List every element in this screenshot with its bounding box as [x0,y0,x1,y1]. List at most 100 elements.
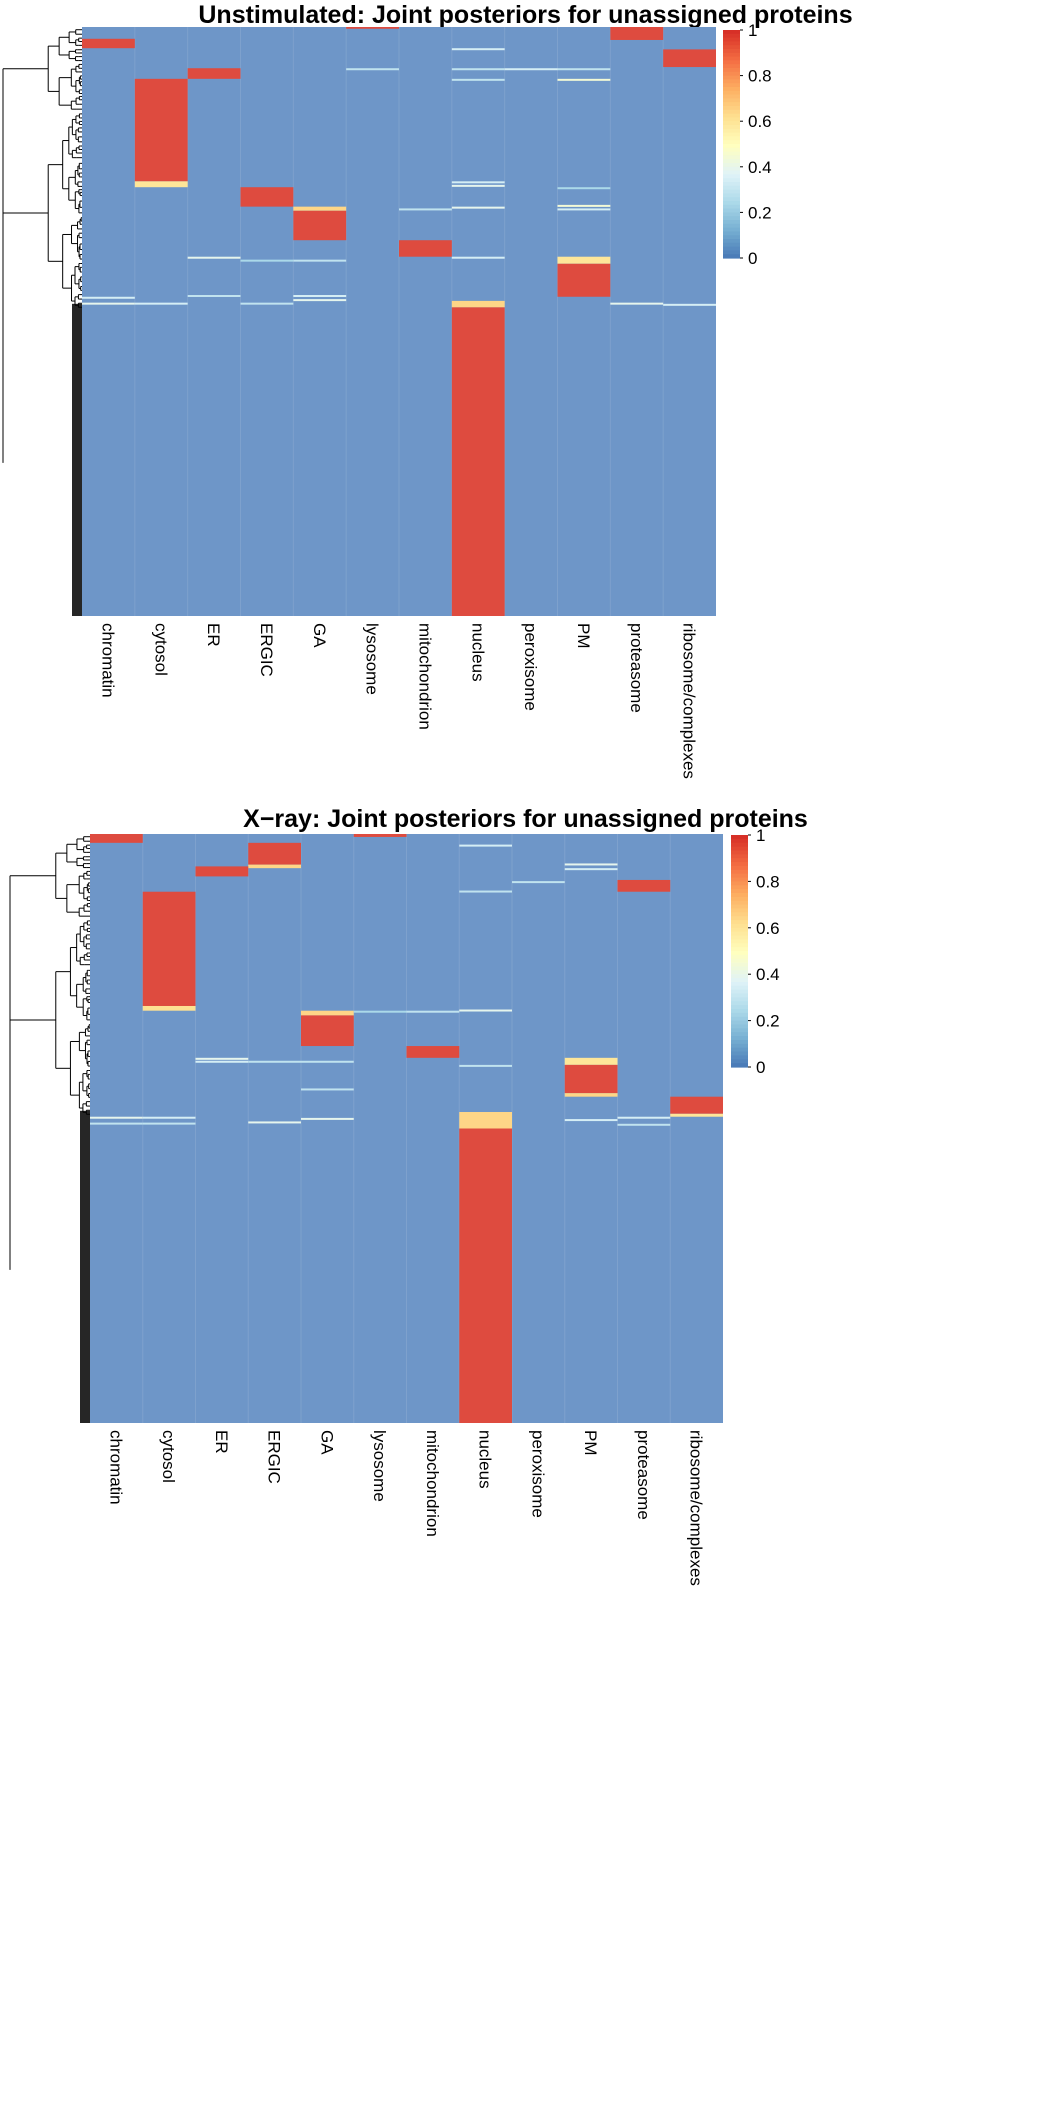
colorbar-segment [731,838,748,844]
heatmap-block-cytosol [142,891,196,1006]
colorbar-segment [731,981,748,987]
heatmap-stripe-ga [301,1117,354,1120]
column-label-chromatin: chromatin [106,1430,125,1505]
heatmap-stripe-chromatin [82,296,135,299]
colorbar-segment [731,885,748,890]
colorbar-segment [723,128,740,134]
column-label-nucleus: nucleus [468,623,487,682]
colorbar-segment [731,935,748,940]
heatmap-block-mitochondrion [406,1046,460,1058]
heatmap-stripe-cytosol [134,302,188,305]
column-label-cytosol: cytosol [159,1430,178,1483]
heatmap-block-pm [564,1093,618,1097]
colorbar-segment [723,239,740,244]
heatmap-svg-unstimulated: chromatin cytosol ER ERGIC GA lysosome mitocho… [2,21,772,779]
colorbar-tick-label: 0.2 [756,1012,780,1031]
heatmap-block-ga [301,1015,354,1047]
column-label-ergic: ERGIC [257,623,276,677]
heatmap-stripe-peroxisome [512,881,565,884]
colorbar-segment [731,842,748,848]
heatmap-block-nucleus [451,300,505,308]
heatmap-stripe-ga [293,259,347,262]
heatmap-stripe-chromatin [82,302,135,305]
heatmap-block-proteasome [610,27,664,40]
colorbar-segment [731,989,748,995]
heatmap-stripe-nucleus [459,844,512,847]
colorbar-segment [731,900,748,906]
column-label-ga: GA [310,623,329,648]
heatmap-stripe-nucleus [451,48,505,51]
colorbar-tick-label: 1 [756,826,765,845]
colorbar-segment [731,1016,748,1022]
colorbar-segment [731,850,748,855]
row-dendrogram [2,29,82,616]
heatmap-stripe-nucleus [459,1009,512,1012]
colorbar-segment [723,242,740,248]
heatmap-stripe-nucleus [451,206,505,209]
column-label-proteasome: proteasome [634,1430,653,1520]
heatmap-block-lysosome [346,27,399,29]
colorbar-segment [723,33,740,39]
colorbar-segment [723,30,740,35]
colorbar-segment [731,862,748,867]
colorbar-segment [723,60,740,65]
heatmap-block-nucleus [459,1128,512,1423]
colorbar-segment [731,1005,748,1010]
colorbar-tick-label: 0.8 [756,872,780,891]
heatmap-stripe-ga [301,1060,354,1063]
colorbar-tick-label: 0 [748,249,757,268]
colorbar-segment [723,68,740,73]
colorbar-segment [723,185,740,191]
colorbar-segment [731,1047,748,1053]
heatmap-stripe-proteasome [617,1116,671,1119]
colorbar-tick-label: 0.6 [748,112,772,131]
heatmap-block-pm [564,1064,618,1094]
heatmap-stripe-ergic [248,1121,301,1124]
heatmap-stripe-proteasome [617,1123,671,1126]
column-label-mitochondrion: mitochondrion [415,623,434,730]
colorbar-segment [731,1063,748,1068]
heatmap-stripe-pm [564,863,618,866]
heatmap-block-ribosome-complexes [670,1113,723,1117]
colorbar-segment [723,220,740,225]
heatmap-block-ga [293,210,347,241]
colorbar-segment [731,970,748,975]
colorbar-segment [731,1028,748,1033]
column-label-chromatin: chromatin [98,623,117,698]
colorbar-segment [731,854,748,859]
colorbar-segment [723,102,740,107]
colorbar-segment [723,174,740,179]
colorbar-segment [723,151,740,156]
colorbar-segment [723,166,740,172]
colorbar: 0 0.2 0.4 0.6 0.8 1 [731,826,780,1077]
colorbar-segment [723,163,740,168]
column-label-pm: PM [574,623,593,649]
heatmap-stripe-ergic [240,259,294,262]
colorbar-segment [723,90,740,96]
colorbar-segment [731,920,748,925]
colorbar-tick-label: 1 [748,21,757,40]
dendrogram-dense-cluster [72,303,82,616]
heatmap-stripe-pm [557,78,611,81]
heatmap-panel-xray: X−ray: Joint posteriors for unassigned p… [0,800,1051,2126]
heatmap-stripe-er [195,1057,249,1060]
colorbar-segment [731,954,748,960]
column-label-ga: GA [317,1430,336,1455]
colorbar-segment [731,1039,748,1045]
heatmap-block-pm [557,263,611,297]
colorbar-segment [723,109,740,115]
heatmap-block-cytosol [134,78,188,182]
colorbar-segment [731,1055,748,1060]
colorbar-segment [723,79,740,84]
colorbar-segment [723,83,740,88]
colorbar-segment [731,869,748,875]
column-label-lysosome: lysosome [370,1430,389,1502]
colorbar-segment [723,246,740,251]
colorbar-segment [731,858,748,863]
heatmap-stripe-pm [557,208,611,211]
column-label-proteasome: proteasome [627,623,646,713]
colorbar-segment [731,985,748,991]
column-label-er: ER [212,1430,231,1454]
colorbar-segment [723,37,740,42]
